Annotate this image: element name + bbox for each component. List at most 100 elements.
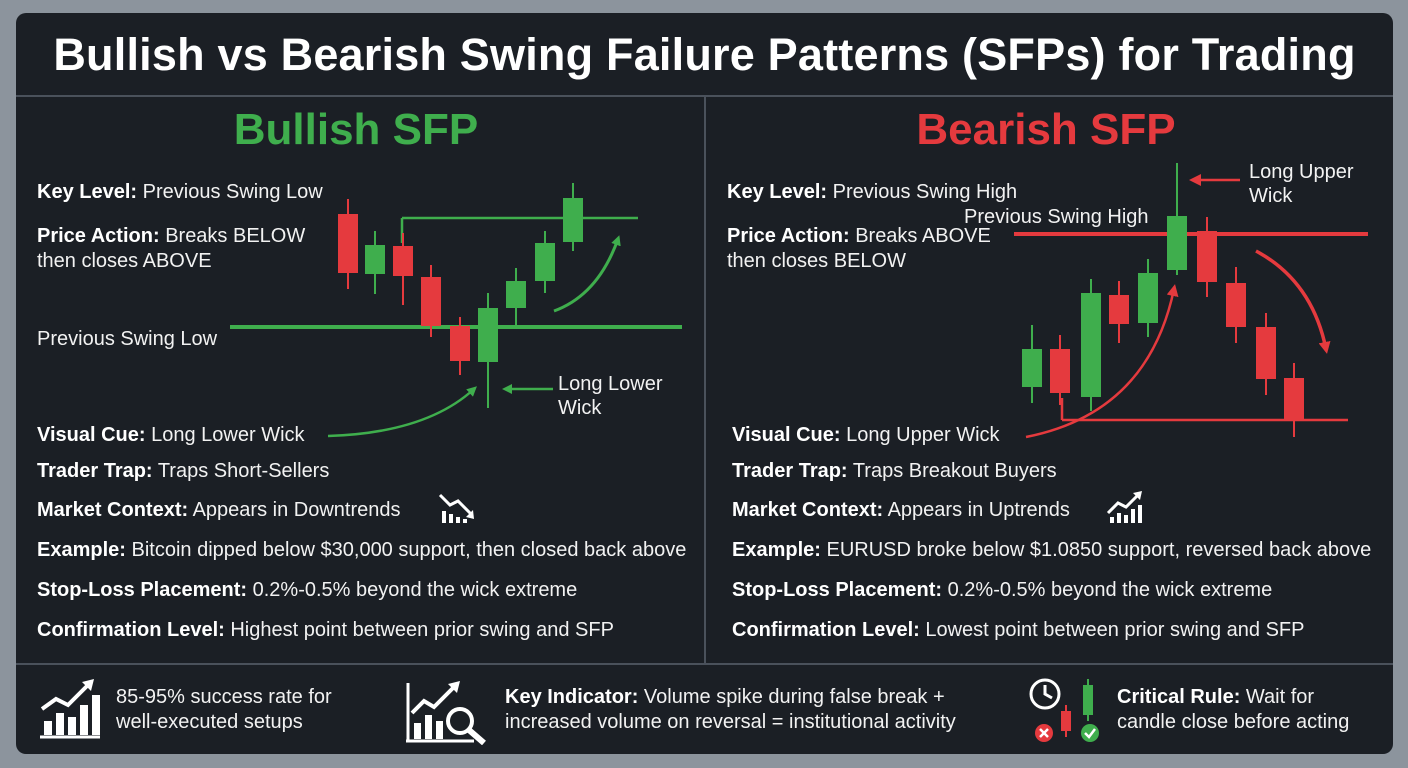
bearish-wick-label: Long Upper Wick — [1249, 160, 1354, 208]
bullish-market-context-value: Appears in Downtrends — [192, 499, 401, 521]
bullish-visual-cue-value: Long Lower Wick — [151, 424, 305, 446]
bullish-price-action-label: Price Action: — [37, 225, 160, 247]
bearish-confirmation-value: Lowest point between prior swing and SFP — [925, 619, 1305, 641]
bullish-price-action-value: Breaks BELOW — [165, 225, 306, 247]
page-title: Bullish vs Bearish Swing Failure Pattern… — [53, 29, 1356, 80]
bullish-confirmation-label: Confirmation Level: — [37, 619, 225, 641]
bullish-wick-label-line1: Long Lower — [558, 373, 663, 395]
critical-rule-line1: Critical Rule: Wait for — [1117, 685, 1349, 710]
bullish-market-context-label: Market Context: — [37, 499, 189, 521]
bullish-candle-5 — [450, 317, 470, 375]
bullish-visual-cue-label: Visual Cue: — [37, 424, 146, 446]
bullish-candle-4 — [421, 265, 441, 337]
bullish-swing-label: Previous Swing Low — [37, 328, 218, 350]
bearish-heading: Bearish SFP — [916, 105, 1176, 154]
bearish-example: Example: EURUSD broke below $1.0850 supp… — [732, 539, 1371, 562]
bearish-example-value: EURUSD broke below $1.0850 support, reve… — [826, 539, 1372, 561]
bearish-trader-trap-label: Trader Trap: — [732, 460, 848, 482]
bearish-cue-arrow — [1025, 284, 1179, 439]
bearish-candle-10 — [1284, 363, 1304, 437]
key-indicator-text: Key Indicator: Volume spike during false… — [505, 685, 956, 735]
bearish-stop-loss-label: Stop-Loss Placement: — [732, 579, 943, 601]
chart-magnifier-icon — [406, 681, 486, 745]
bearish-candle-7 — [1197, 217, 1217, 297]
bearish-candle-3 — [1081, 279, 1101, 411]
clock-icon — [1029, 678, 1061, 710]
bearish-stop-loss-value: 0.2%-0.5% beyond the wick extreme — [947, 579, 1273, 601]
critical-rule-value: Wait for — [1245, 686, 1315, 708]
uptrend-chart-icon — [1106, 491, 1142, 523]
bearish-market-context-value: Appears in Uptrends — [887, 499, 1070, 521]
key-indicator-line1: Key Indicator: Volume spike during false… — [505, 685, 956, 710]
bullish-wick-label-line2: Wick — [558, 397, 602, 419]
critical-rule-text: Critical Rule: Wait for candle close bef… — [1117, 685, 1349, 735]
bullish-heading: Bullish SFP — [233, 105, 479, 154]
bullish-trader-trap-label: Trader Trap: — [37, 460, 153, 482]
bearish-wick-label-line1: Long Upper — [1249, 161, 1354, 183]
bearish-key-level-label: Key Level: — [727, 181, 828, 203]
bearish-drop-arrow — [1255, 249, 1331, 354]
bearish-visual-cue-label: Visual Cue: — [732, 424, 841, 446]
bullish-example-value: Bitcoin dipped below $30,000 support, th… — [131, 539, 687, 561]
bullish-candle-2 — [365, 231, 385, 294]
footer-divider — [16, 663, 1393, 665]
infographic-frame: Bullish vs Bearish Swing Failure Pattern… — [16, 13, 1393, 754]
bearish-sfp-candle — [1167, 163, 1187, 275]
bullish-example: Example: Bitcoin dipped below $30,000 su… — [37, 539, 686, 562]
bullish-price-action: Price Action: Breaks BELOW — [37, 225, 305, 248]
bullish-trader-trap-value: Traps Short-Sellers — [157, 460, 330, 482]
bearish-candle-5 — [1138, 259, 1158, 337]
bullish-stop-loss-label: Stop-Loss Placement: — [37, 579, 248, 601]
bearish-candle-8 — [1226, 267, 1246, 343]
bullish-confirmation-value: Highest point between prior swing and SF… — [230, 619, 614, 641]
bullish-confirmation: Confirmation Level: Highest point betwee… — [37, 619, 614, 642]
bullish-candle-1 — [338, 199, 358, 289]
bullish-candle-9 — [563, 183, 583, 251]
bearish-visual-cue-value: Long Upper Wick — [846, 424, 1000, 446]
bearish-swing-label: Previous Swing High — [964, 206, 1149, 228]
bullish-stop-loss: Stop-Loss Placement: 0.2%-0.5% beyond th… — [37, 579, 577, 602]
success-rate-line1: 85-95% success rate for — [116, 686, 332, 708]
bullish-rally-arrow — [553, 235, 621, 313]
bearish-key-level: Key Level: Previous Swing High — [727, 181, 1017, 204]
key-indicator-line2: increased volume on reversal = instituti… — [505, 711, 956, 733]
bearish-confirmation: Confirmation Level: Lowest point between… — [732, 619, 1304, 642]
bullish-key-level: Key Level: Previous Swing Low — [37, 181, 323, 204]
downtrend-chart-icon — [438, 493, 474, 523]
bullish-trader-trap: Trader Trap: Traps Short-Sellers — [37, 460, 329, 483]
bullish-market-context: Market Context: Appears in Downtrends — [37, 499, 400, 522]
bearish-price-action-value: Breaks ABOVE — [855, 225, 991, 247]
bullish-sfp-candle — [478, 293, 498, 408]
bearish-example-label: Example: — [732, 539, 821, 561]
bearish-price-action: Price Action: Breaks ABOVE — [727, 225, 991, 248]
title-divider — [16, 95, 1393, 97]
bearish-candle-1 — [1022, 325, 1042, 403]
bullish-price-action-cont: then closes ABOVE — [37, 250, 212, 272]
candle-check-icon — [1035, 679, 1099, 742]
bullish-candle-8 — [535, 231, 555, 293]
bullish-key-level-label: Key Level: — [37, 181, 138, 203]
bullish-candle-7 — [506, 268, 526, 325]
bearish-wick-label-line2: Wick — [1249, 185, 1293, 207]
bearish-trader-trap: Trader Trap: Traps Breakout Buyers — [732, 460, 1057, 483]
bullish-wick-label: Long Lower Wick — [558, 372, 663, 420]
critical-rule-line2: candle close before acting — [1117, 711, 1350, 733]
success-rate-line2: well-executed setups — [116, 711, 303, 733]
bullish-candle-3 — [393, 233, 413, 305]
success-rate-text: 85-95% success rate for well-executed se… — [116, 685, 332, 735]
bullish-stop-loss-value: 0.2%-0.5% beyond the wick extreme — [252, 579, 578, 601]
bullish-example-label: Example: — [37, 539, 126, 561]
bearish-visual-cue: Visual Cue: Long Upper Wick — [732, 424, 1000, 447]
bearish-candle-2 — [1050, 335, 1070, 405]
key-indicator-label: Key Indicator: — [505, 686, 639, 708]
sfp-diagrams — [230, 163, 1368, 439]
bullish-cue-arrow — [327, 386, 477, 438]
bearish-candle-9 — [1256, 313, 1276, 395]
bearish-stop-loss: Stop-Loss Placement: 0.2%-0.5% beyond th… — [732, 579, 1272, 602]
panel-divider — [704, 97, 706, 663]
bullish-key-level-value: Previous Swing Low — [142, 181, 323, 203]
critical-rule-label: Critical Rule: — [1117, 686, 1241, 708]
bearish-market-context-label: Market Context: — [732, 499, 884, 521]
growth-chart-icon — [40, 679, 100, 739]
key-indicator-value: Volume spike during false break + — [643, 686, 945, 708]
